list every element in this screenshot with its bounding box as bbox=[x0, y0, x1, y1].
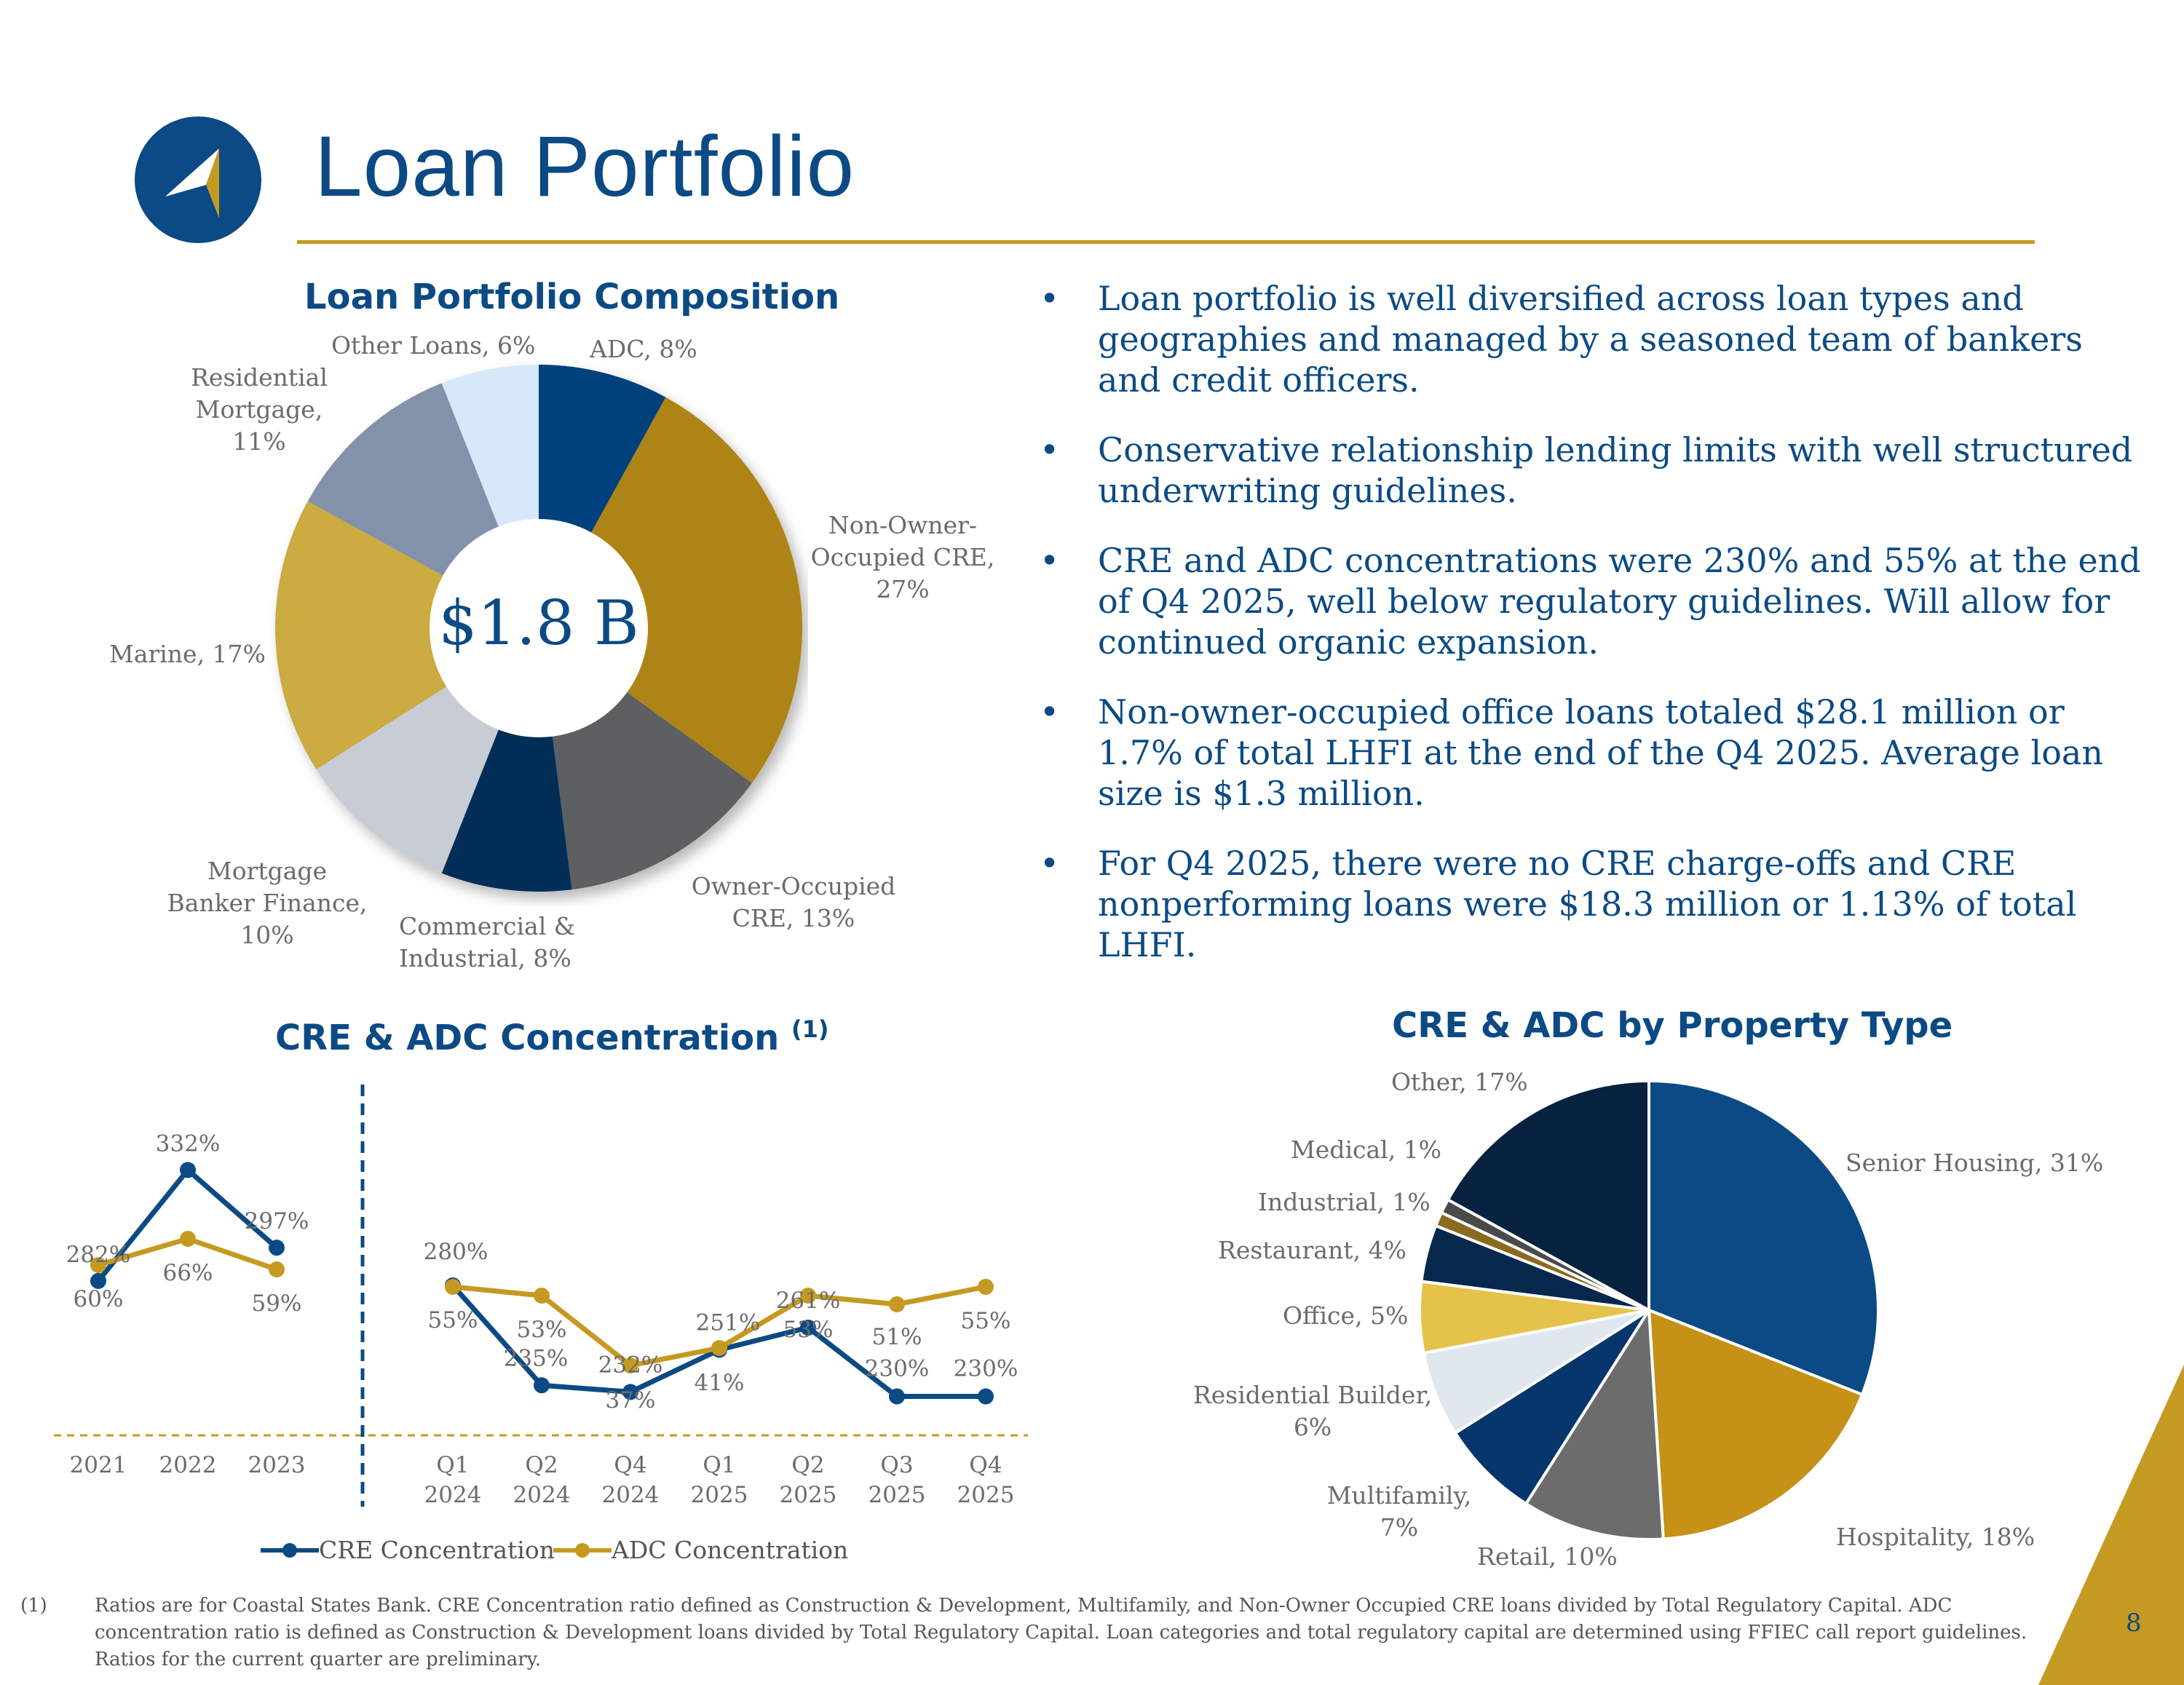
cre-data-label: 282% bbox=[66, 1242, 131, 1268]
composition-donut-chart: $1.8 B bbox=[274, 365, 802, 892]
adc-data-label: 53% bbox=[517, 1317, 567, 1343]
label-marine: Marine, 17% bbox=[109, 640, 266, 668]
x-tick-label: Q2 2024 bbox=[513, 1452, 571, 1508]
company-logo bbox=[135, 116, 261, 243]
page-number: 8 bbox=[2126, 1609, 2142, 1638]
portfolio-total: $1.8 B bbox=[438, 587, 638, 659]
bullet-item: • For Q4 2025, there were no CRE charge-o… bbox=[1040, 844, 2077, 964]
cre-quarterly-point bbox=[978, 1388, 994, 1405]
legend-cre-label: CRE Concentration bbox=[319, 1536, 555, 1564]
cre-data-label: 235% bbox=[504, 1345, 569, 1371]
label-commercial-industrial: Commercial & Industrial, 8% bbox=[399, 912, 576, 972]
slice-residential-builder bbox=[1422, 1309, 1650, 1435]
bullet-item: • Non-owner-occupied office loans totaled… bbox=[1040, 692, 2103, 813]
adc-data-label: 53% bbox=[783, 1317, 834, 1343]
adc-data-label: 55% bbox=[961, 1308, 1011, 1334]
cre-annual-point bbox=[90, 1272, 106, 1289]
adc-data-label: 66% bbox=[163, 1260, 213, 1286]
label-retail: Retail, 10% bbox=[1477, 1542, 1618, 1571]
label-owner-occupied: Owner-Occupied CRE, 13% bbox=[691, 872, 896, 932]
concentration-heading: CRE & ADC Concentration (1) bbox=[275, 1015, 829, 1058]
x-tick-label: Q1 2024 bbox=[424, 1452, 482, 1508]
cre-quarterly-point bbox=[889, 1388, 905, 1405]
footnote-text: Ratios are for Coastal States Bank. CRE … bbox=[95, 1595, 2027, 1670]
corner-accent bbox=[2038, 1365, 2184, 1685]
slice-multifamily bbox=[1453, 1309, 1650, 1506]
cre-annual-point bbox=[180, 1162, 196, 1178]
label-restaurant: Restaurant, 4% bbox=[1218, 1236, 1406, 1264]
composition-heading: Loan Portfolio Composition bbox=[304, 277, 840, 317]
adc-data-label: 37% bbox=[606, 1387, 656, 1414]
label-adc: ADC, 8% bbox=[590, 335, 697, 363]
key-points-list: • Loan portfolio is well diversified acro… bbox=[1034, 278, 2155, 994]
cre-quarterly-point bbox=[534, 1377, 550, 1394]
slice-hospitality bbox=[1647, 1307, 1864, 1541]
slice-other bbox=[1446, 1079, 1650, 1313]
cre-data-label: 230% bbox=[865, 1356, 930, 1382]
cre-data-label: 232% bbox=[598, 1352, 663, 1378]
adc-quarterly-point bbox=[889, 1296, 905, 1312]
adc-quarterly-point bbox=[978, 1279, 994, 1295]
adc-quarterly-point bbox=[534, 1288, 550, 1304]
adc-annual-point bbox=[90, 1257, 106, 1273]
adc-data-label: 60% bbox=[74, 1286, 124, 1312]
adc-data-label: 41% bbox=[695, 1370, 745, 1396]
cre-data-label: 251% bbox=[696, 1309, 761, 1336]
x-tick-label: 2021 bbox=[70, 1452, 127, 1478]
label-other-loans: Other Loans, 6% bbox=[331, 331, 536, 360]
label-medical: Medical, 1% bbox=[1291, 1135, 1442, 1164]
legend-adc-label: ADC Concentration bbox=[611, 1536, 848, 1564]
property-pie-chart bbox=[1418, 1079, 1880, 1541]
label-senior-housing: Senior Housing, 31% bbox=[1845, 1149, 2104, 1177]
adc-quarterly-point bbox=[445, 1279, 461, 1295]
label-multifamily: Multifamily, 7% bbox=[1326, 1481, 1472, 1542]
footnote-marker: (1) bbox=[20, 1595, 47, 1617]
adc-quarterly-point bbox=[800, 1288, 816, 1304]
cre-data-label: 280% bbox=[424, 1239, 488, 1265]
adc-quarterly-point bbox=[711, 1340, 727, 1356]
cre-data-label: 230% bbox=[954, 1356, 1018, 1382]
label-mortgage-banker: Mortgage Banker Finance, 10% bbox=[167, 857, 368, 949]
label-other: Other, 17% bbox=[1391, 1068, 1528, 1096]
slice-senior-housing bbox=[1647, 1079, 1880, 1397]
x-tick-label: Q4 2025 bbox=[957, 1452, 1015, 1508]
cre-annual-point bbox=[269, 1240, 285, 1256]
adc-data-label: 59% bbox=[252, 1290, 302, 1317]
adc-annual-point bbox=[180, 1231, 196, 1247]
x-tick-label: Q4 2024 bbox=[602, 1452, 660, 1508]
property-heading: CRE & ADC by Property Type bbox=[1392, 1005, 1953, 1046]
label-hospitality: Hospitality, 18% bbox=[1836, 1523, 2035, 1551]
adc-data-label: 55% bbox=[428, 1307, 478, 1333]
cre-data-label: 297% bbox=[245, 1208, 309, 1234]
bullet-item: • Conservative relationship lending limit… bbox=[1040, 430, 2133, 510]
adc-annual-point bbox=[269, 1261, 285, 1277]
label-industrial: Industrial, 1% bbox=[1258, 1188, 1431, 1216]
x-tick-label: 2022 bbox=[159, 1452, 217, 1478]
adc-data-label: 51% bbox=[872, 1324, 922, 1350]
label-residential-builder: Residential Builder, 6% bbox=[1192, 1381, 1433, 1441]
label-office: Office, 5% bbox=[1283, 1301, 1409, 1330]
cre-data-label: 332% bbox=[156, 1130, 221, 1157]
x-tick-label: Q2 2025 bbox=[780, 1452, 837, 1508]
bullet-item: • CRE and ADC concentrations were 230% an… bbox=[1040, 541, 2141, 662]
page-title: Loan Portfolio bbox=[314, 119, 855, 215]
x-tick-label: Q3 2025 bbox=[869, 1452, 926, 1508]
adc-quarterly-point bbox=[622, 1357, 638, 1373]
cre-data-label: 261% bbox=[776, 1288, 841, 1314]
chart-legend: CRE Concentration ADC Concentration bbox=[261, 1536, 848, 1564]
cre-quarterly-point bbox=[800, 1319, 816, 1336]
title-divider bbox=[297, 240, 2035, 244]
slice-retail bbox=[1524, 1305, 1665, 1541]
label-non-owner-occupied: Non-Owner- Occupied CRE, 27% bbox=[810, 511, 995, 603]
x-tick-label: 2023 bbox=[248, 1452, 306, 1478]
bullet-item: • Loan portfolio is well diversified acro… bbox=[1040, 279, 2083, 400]
label-residential-mortgage: Residential Mortgage, 11% bbox=[191, 363, 328, 456]
cre-quarterly-point bbox=[622, 1384, 638, 1400]
slice-non-owner-occupied-cre bbox=[539, 397, 802, 783]
x-tick-label: Q1 2025 bbox=[691, 1452, 748, 1508]
slice-marine bbox=[274, 501, 539, 769]
concentration-line-chart: 282% 332% 297% 280% 235% 232% 251% 261% 230% 230%… bbox=[54, 1085, 1028, 1564]
